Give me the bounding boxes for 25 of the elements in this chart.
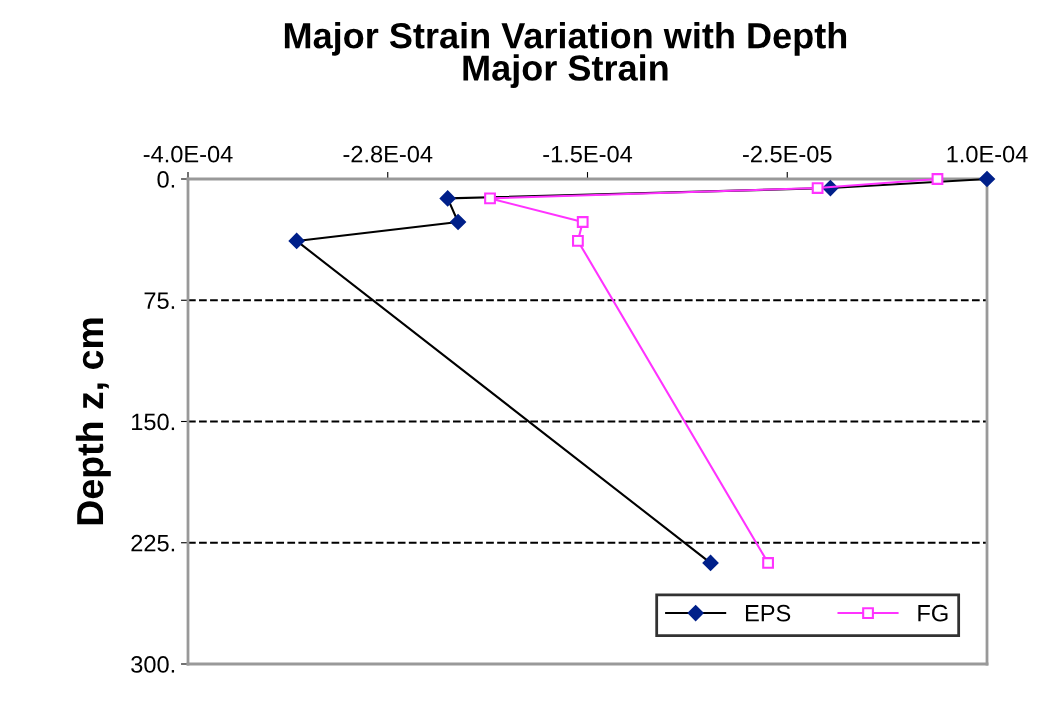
legend-label: EPS [745, 604, 791, 622]
x-tick-label: -4.0E-04 [143, 145, 233, 163]
point [572, 235, 584, 247]
point [576, 216, 589, 228]
point [484, 192, 496, 205]
x-tick-label: -2.8E-04 [343, 145, 433, 163]
y-tick-label: 75. [144, 292, 175, 310]
x-tick-label: -2.5E-05 [743, 145, 832, 163]
y-tick-label: 0. [157, 171, 175, 188]
point [762, 557, 774, 569]
y-axis-title: Depth z, cm [75, 318, 111, 525]
point [288, 233, 305, 249]
legend-label: FG [918, 604, 948, 622]
point [931, 173, 944, 185]
point [450, 214, 466, 230]
x-tick-label: 1.0E-04 [947, 145, 1028, 163]
point [979, 171, 995, 187]
y-tick-label: 225. [131, 534, 175, 552]
chart-title: Major Strain Variation with Depth Major Strain [284, 21, 847, 89]
point [702, 555, 719, 571]
point [439, 190, 456, 207]
y-tick-label: 300. [131, 656, 175, 673]
point [811, 182, 824, 194]
y-tick-label: 150. [132, 413, 175, 431]
x-tick-label: -1.5E-04 [543, 145, 633, 163]
